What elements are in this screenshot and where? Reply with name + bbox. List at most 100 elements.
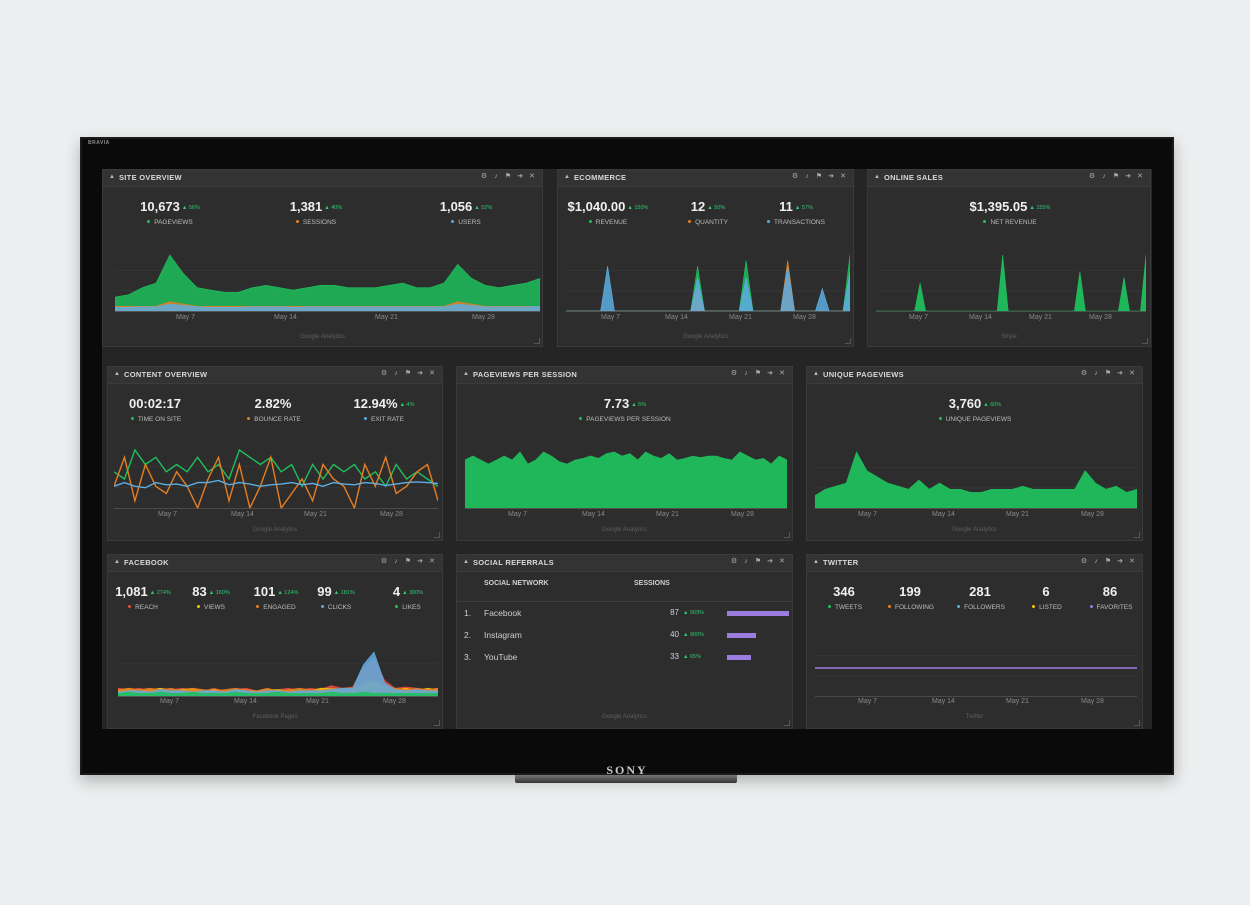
bell-icon[interactable]: ♪ <box>744 370 748 377</box>
panel-header[interactable]: ▲ SOCIAL REFERRALS ⚙ ♪ ⚑ ➜ ✕ <box>457 555 792 572</box>
flag-icon[interactable]: ⚑ <box>404 370 412 377</box>
x-tick-label: May 21 <box>304 511 327 518</box>
x-tick-label: May 14 <box>582 511 605 518</box>
gear-icon[interactable]: ⚙ <box>791 173 799 180</box>
gear-icon[interactable]: ⚙ <box>380 558 388 565</box>
pageviews-per-session-panel: ▲ PAGEVIEWS PER SESSION ⚙ ♪ ⚑ ➜ ✕ 7.73 ▲ 5% PA… <box>456 366 793 541</box>
metric-label-text: ENGAGED <box>263 604 296 611</box>
flag-icon[interactable]: ⚑ <box>504 173 512 180</box>
bell-icon[interactable]: ♪ <box>805 173 809 180</box>
bell-icon[interactable]: ♪ <box>744 558 748 565</box>
legend-dot <box>887 605 891 608</box>
panel-header[interactable]: ▲ CONTENT OVERVIEW ⚙ ♪ ⚑ ➜ ✕ <box>108 367 442 384</box>
flag-icon[interactable]: ⚑ <box>1104 370 1112 377</box>
flag-icon[interactable]: ⚑ <box>1104 558 1112 565</box>
list-item[interactable]: 1. Facebook 87 ▲ 569% <box>457 608 792 628</box>
column-header-network[interactable]: SOCIAL NETWORK <box>484 580 549 587</box>
resize-handle[interactable] <box>1134 532 1140 538</box>
collapse-icon[interactable]: ▲ <box>463 371 469 377</box>
collapse-icon[interactable]: ▲ <box>564 174 570 180</box>
metric-tweets: 346 TWEETS <box>795 583 895 611</box>
close-icon[interactable]: ✕ <box>779 370 785 377</box>
arrow-right-icon[interactable]: ➜ <box>1117 370 1123 377</box>
panel-header[interactable]: ▲ ECOMMERCE ⚙ ♪ ⚑ ➜ ✕ <box>558 170 853 187</box>
column-header-sessions[interactable]: SESSIONS <box>634 580 670 587</box>
resize-handle[interactable] <box>784 532 790 538</box>
arrow-right-icon[interactable]: ➜ <box>767 558 773 565</box>
flag-icon[interactable]: ⚑ <box>754 558 762 565</box>
bell-icon[interactable]: ♪ <box>1094 370 1098 377</box>
arrow-right-icon[interactable]: ➜ <box>767 370 773 377</box>
collapse-icon[interactable]: ▲ <box>463 559 469 565</box>
resize-handle[interactable] <box>534 338 540 344</box>
legend-dot <box>451 220 455 223</box>
arrow-right-icon[interactable]: ➜ <box>1125 173 1131 180</box>
metric-value: 12 <box>690 199 706 214</box>
collapse-icon[interactable]: ▲ <box>109 174 115 180</box>
metric-change: ▲ 155% <box>1029 205 1051 211</box>
gear-icon[interactable]: ⚙ <box>1088 173 1096 180</box>
sessions-bar <box>727 633 756 638</box>
close-icon[interactable]: ✕ <box>429 370 435 377</box>
metric-label-text: REVENUE <box>595 219 628 226</box>
resize-handle[interactable] <box>1142 338 1148 344</box>
flag-icon[interactable]: ⚑ <box>1112 173 1120 180</box>
panel-header[interactable]: ▲ TWITTER ⚙ ♪ ⚑ ➜ ✕ <box>807 555 1142 572</box>
panel-header[interactable]: ▲ FACEBOOK ⚙ ♪ ⚑ ➜ ✕ <box>108 555 442 572</box>
flag-icon[interactable]: ⚑ <box>815 173 823 180</box>
x-tick-label: May 28 <box>383 698 406 705</box>
list-item[interactable]: 2. Instagram 40 ▲ 900% <box>457 630 792 650</box>
close-icon[interactable]: ✕ <box>1129 558 1135 565</box>
series-pageviews <box>115 254 540 312</box>
gear-icon[interactable]: ⚙ <box>380 370 388 377</box>
close-icon[interactable]: ✕ <box>779 558 785 565</box>
collapse-icon[interactable]: ▲ <box>874 174 880 180</box>
panel-header[interactable]: ▲ PAGEVIEWS PER SESSION ⚙ ♪ ⚑ ➜ ✕ <box>457 367 792 384</box>
resize-handle[interactable] <box>434 720 440 726</box>
bell-icon[interactable]: ♪ <box>394 558 398 565</box>
sessions-change: ▲ 65% <box>683 654 701 660</box>
bell-icon[interactable]: ♪ <box>1102 173 1106 180</box>
resize-handle[interactable] <box>845 338 851 344</box>
collapse-icon[interactable]: ▲ <box>813 559 819 565</box>
metric-label: ENGAGED <box>226 604 326 611</box>
metric-pageviews-per-session: 7.73 ▲ 5% PAGEVIEWS PER SESSION <box>575 395 675 423</box>
gear-icon[interactable]: ⚙ <box>730 370 738 377</box>
close-icon[interactable]: ✕ <box>429 558 435 565</box>
collapse-icon[interactable]: ▲ <box>813 371 819 377</box>
gear-icon[interactable]: ⚙ <box>1080 370 1088 377</box>
x-tick-label: May 14 <box>231 511 254 518</box>
arrow-right-icon[interactable]: ➜ <box>417 558 423 565</box>
collapse-icon[interactable]: ▲ <box>114 371 120 377</box>
panel-header[interactable]: ▲ UNIQUE PAGEVIEWS ⚙ ♪ ⚑ ➜ ✕ <box>807 367 1142 384</box>
resize-handle[interactable] <box>434 532 440 538</box>
header-divider <box>457 601 792 602</box>
gear-icon[interactable]: ⚙ <box>730 558 738 565</box>
collapse-icon[interactable]: ▲ <box>114 559 120 565</box>
arrow-right-icon[interactable]: ➜ <box>1117 558 1123 565</box>
close-icon[interactable]: ✕ <box>840 173 846 180</box>
resize-handle[interactable] <box>1134 720 1140 726</box>
bell-icon[interactable]: ♪ <box>1094 558 1098 565</box>
bell-icon[interactable]: ♪ <box>494 173 498 180</box>
resize-handle[interactable] <box>784 720 790 726</box>
list-item[interactable]: 3. YouTube 33 ▲ 65% <box>457 652 792 672</box>
sessions-change: ▲ 900% <box>683 632 705 638</box>
metric-likes: 4 ▲ 300% LIKES <box>358 583 458 611</box>
flag-icon[interactable]: ⚑ <box>404 558 412 565</box>
metric-label-text: FOLLOWERS <box>964 604 1005 611</box>
x-tick-label: May 28 <box>1081 511 1104 518</box>
panel-header[interactable]: ▲ ONLINE SALES ⚙ ♪ ⚑ ➜ ✕ <box>868 170 1150 187</box>
gear-icon[interactable]: ⚙ <box>1080 558 1088 565</box>
gear-icon[interactable]: ⚙ <box>480 173 488 180</box>
close-icon[interactable]: ✕ <box>1129 370 1135 377</box>
close-icon[interactable]: ✕ <box>529 173 535 180</box>
bell-icon[interactable]: ♪ <box>394 370 398 377</box>
arrow-right-icon[interactable]: ➜ <box>828 173 834 180</box>
panel-header[interactable]: ▲ SITE OVERVIEW ⚙ ♪ ⚑ ➜ ✕ <box>103 170 542 187</box>
arrow-right-icon[interactable]: ➜ <box>517 173 523 180</box>
flag-icon[interactable]: ⚑ <box>754 370 762 377</box>
arrow-right-icon[interactable]: ➜ <box>417 370 423 377</box>
close-icon[interactable]: ✕ <box>1137 173 1143 180</box>
metric-value: 281 <box>969 584 991 599</box>
